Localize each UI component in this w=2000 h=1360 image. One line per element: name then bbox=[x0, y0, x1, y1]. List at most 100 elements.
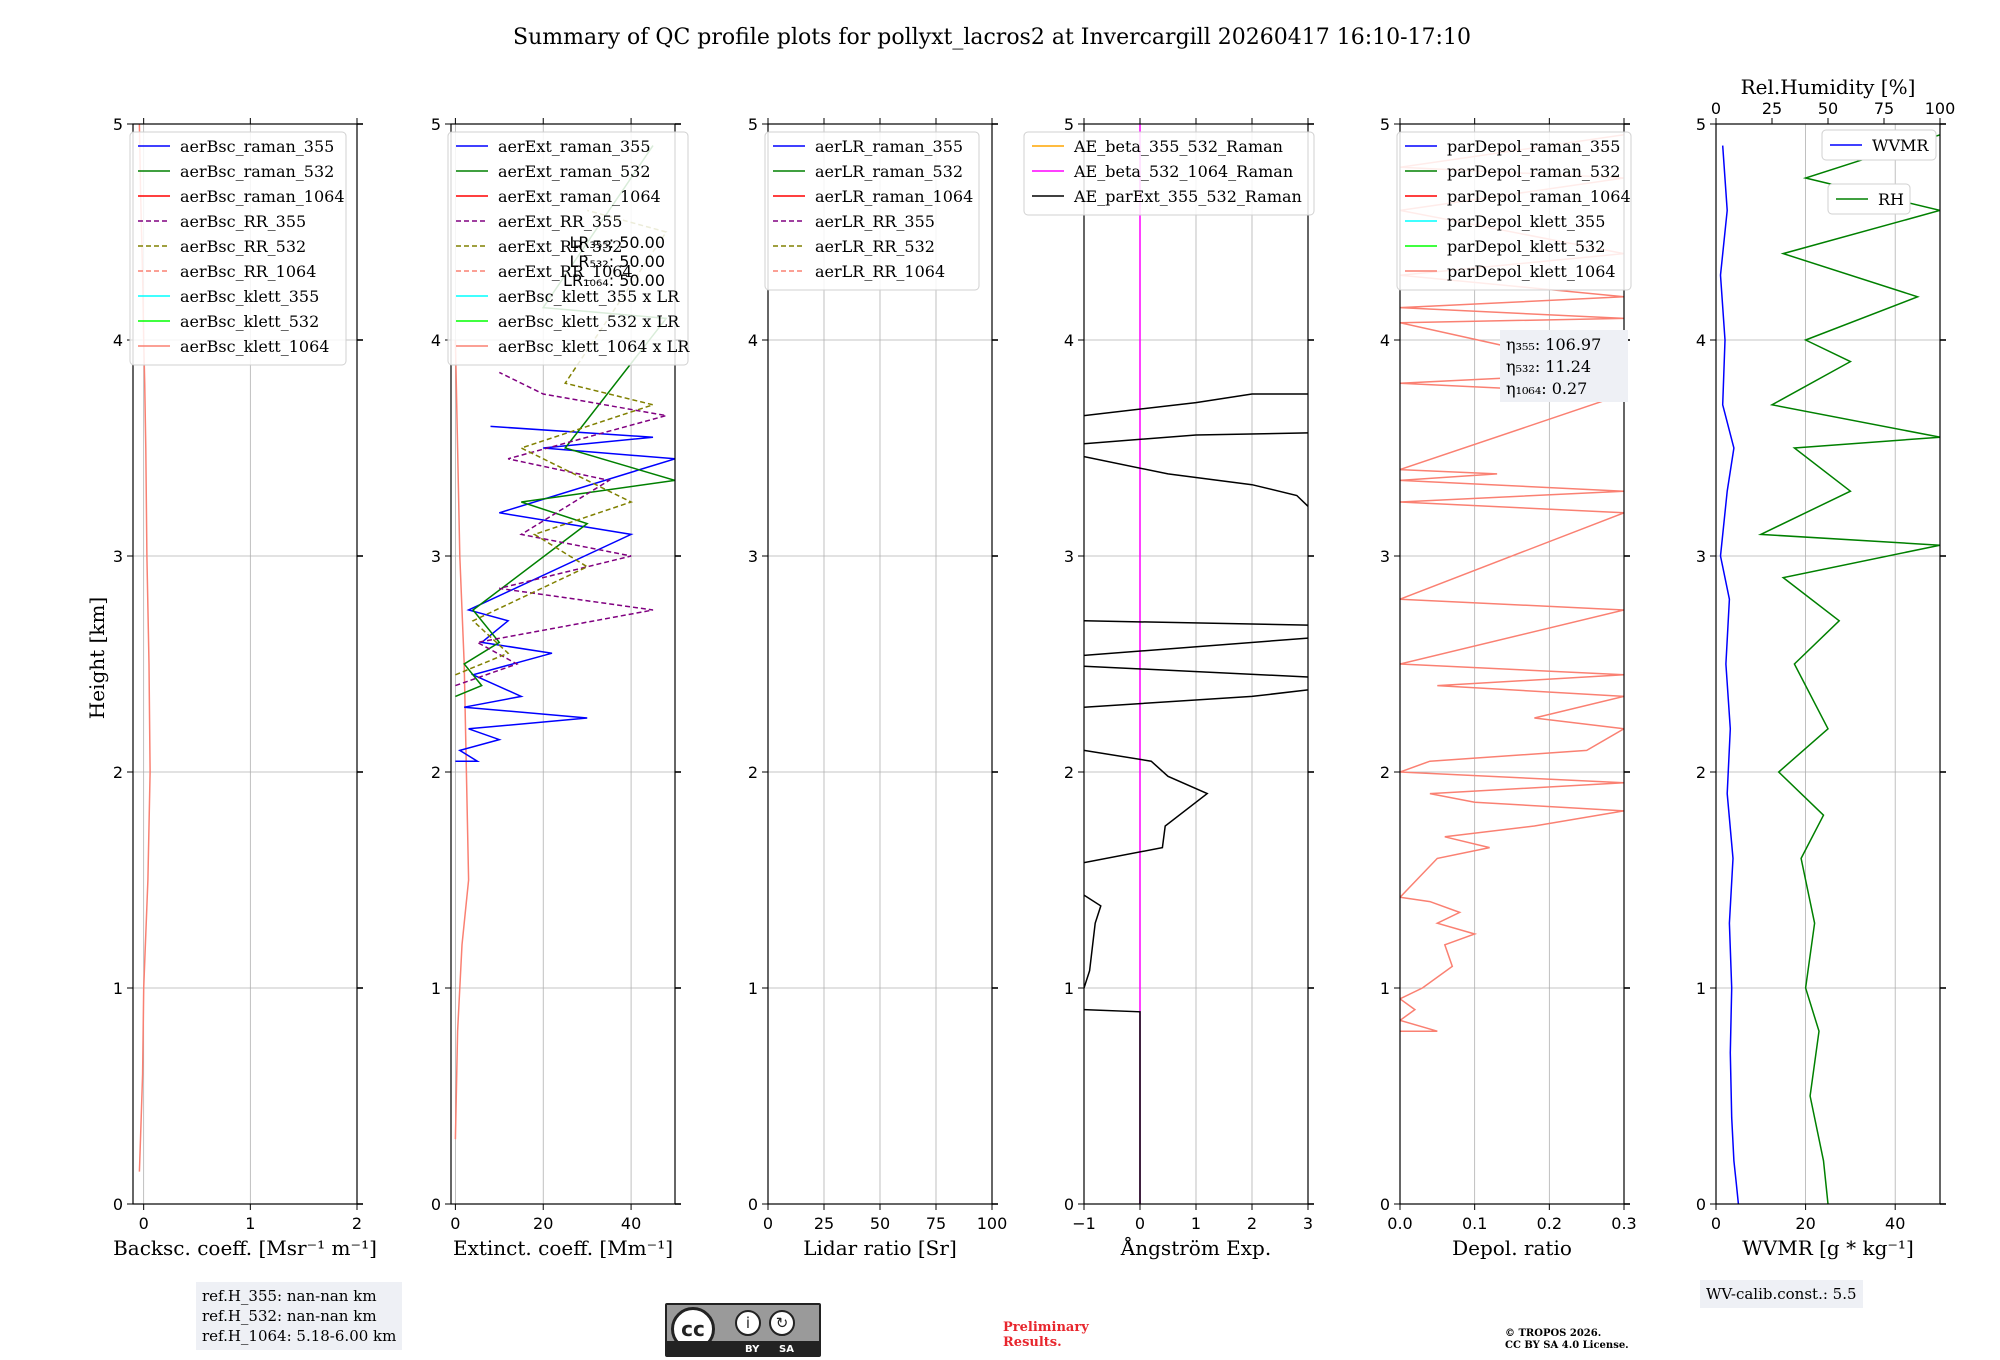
series-line bbox=[1719, 145, 1740, 1204]
preliminary-note: Preliminary Results. bbox=[1003, 1320, 1089, 1350]
series-line bbox=[1757, 134, 1940, 1204]
series-line bbox=[1084, 894, 1102, 989]
legend-wvmr: WVMR bbox=[1821, 129, 1937, 161]
x-tick-label: 25 bbox=[814, 1214, 834, 1233]
legend-entry: parDepol_klett_532 bbox=[1447, 237, 1605, 256]
legend-entry: aerBsc_RR_355 bbox=[180, 212, 306, 231]
wv-calibration-box: WV-calib.const.: 5.5 bbox=[1700, 1280, 1863, 1308]
y-tick-label: 1 bbox=[1696, 979, 1706, 998]
legend-entry: aerLR_raman_532 bbox=[815, 162, 963, 181]
legend-entry: aerExt_RR_1064 bbox=[498, 262, 633, 281]
legend-entry: aerBsc_raman_355 bbox=[180, 137, 334, 156]
y-tick-label: 1 bbox=[748, 979, 758, 998]
x-axis-label: WVMR [g * kg⁻¹] bbox=[1742, 1236, 1914, 1260]
eta-value: η₅₃₂: 11.24 bbox=[1506, 357, 1591, 376]
legend-entry: WVMR bbox=[1872, 136, 1929, 155]
figure-title: Summary of QC profile plots for pollyxt_… bbox=[513, 25, 1471, 50]
axes-frame bbox=[1715, 123, 1941, 1205]
axes-frame bbox=[1083, 123, 1309, 1205]
axes-frame bbox=[1399, 123, 1625, 1205]
y-tick-label: 5 bbox=[1696, 115, 1706, 134]
y-tick-label: 2 bbox=[431, 763, 441, 782]
eta-value: η₁₀₆₄: 0.27 bbox=[1506, 379, 1587, 398]
preliminary-line-1: Preliminary bbox=[1003, 1320, 1089, 1335]
eta-value: η₃₅₅: 106.97 bbox=[1506, 335, 1601, 354]
legend-entry: aerLR_raman_1064 bbox=[815, 187, 973, 206]
x-tick-label: 0 bbox=[1135, 1214, 1145, 1233]
series-line bbox=[1084, 749, 1209, 864]
x-tick-label: 1 bbox=[245, 1214, 255, 1233]
series-line bbox=[1084, 689, 1308, 708]
x-tick-label: 0.0 bbox=[1387, 1214, 1412, 1233]
legend-entry: aerExt_RR_355 bbox=[498, 212, 622, 231]
y-tick-label: 1 bbox=[431, 979, 441, 998]
top-x-tick-label: 75 bbox=[1874, 99, 1894, 118]
y-tick-label: 2 bbox=[748, 763, 758, 782]
preliminary-line-2: Results. bbox=[1003, 1335, 1062, 1350]
y-tick-label: 3 bbox=[431, 547, 441, 566]
series-line bbox=[1084, 455, 1308, 507]
legend-entry: aerBsc_klett_1064 x LR bbox=[498, 337, 690, 356]
x-tick-label: 0 bbox=[450, 1214, 460, 1233]
x-tick-label: −1 bbox=[1072, 1214, 1096, 1233]
series-line bbox=[1084, 1008, 1141, 1204]
legend-entry: aerLR_RR_355 bbox=[815, 212, 935, 231]
legend-entry: RH bbox=[1878, 190, 1904, 209]
wv-calib-text: WV-calib.const.: 5.5 bbox=[1706, 1285, 1857, 1303]
refh-532: ref.H_532: nan-nan km bbox=[202, 1307, 377, 1325]
eta-box bbox=[1500, 330, 1628, 402]
legend-entry: aerBsc_klett_532 bbox=[180, 312, 319, 331]
y-tick-label: 5 bbox=[748, 115, 758, 134]
y-tick-label: 4 bbox=[748, 331, 758, 350]
y-tick-label: 1 bbox=[113, 979, 123, 998]
legend-entry: AE_parExt_355_532_Raman bbox=[1073, 187, 1302, 206]
legend-entry: parDepol_raman_532 bbox=[1447, 162, 1620, 181]
x-tick-label: 100 bbox=[977, 1214, 1008, 1233]
y-tick-label: 0 bbox=[1064, 1195, 1074, 1214]
y-tick-label: 4 bbox=[1696, 331, 1706, 350]
x-tick-label: 0 bbox=[139, 1214, 149, 1233]
series-line bbox=[1084, 665, 1308, 678]
y-tick-label: 0 bbox=[748, 1195, 758, 1214]
legend-frame bbox=[129, 131, 347, 366]
copyright-line-2: CC BY SA 4.0 License. bbox=[1505, 1340, 1629, 1351]
legend-entry: aerExt_raman_355 bbox=[498, 137, 651, 156]
legend-entry: parDepol_klett_1064 bbox=[1447, 262, 1616, 281]
y-tick-label: 2 bbox=[1064, 763, 1074, 782]
y-tick-label: 2 bbox=[113, 763, 123, 782]
y-tick-label: 1 bbox=[1380, 979, 1390, 998]
legend-entry: parDepol_klett_355 bbox=[1447, 212, 1605, 231]
legend: aerBsc_raman_355 aerBsc_raman_532 aerBsc_r… bbox=[129, 131, 347, 366]
legend-entry: aerBsc_RR_1064 bbox=[180, 262, 316, 281]
series-line bbox=[455, 425, 675, 762]
series-line bbox=[1084, 393, 1308, 417]
x-tick-label: 2 bbox=[1247, 1214, 1257, 1233]
y-tick-label: 4 bbox=[113, 331, 123, 350]
x-tick-label: 0 bbox=[1711, 1214, 1721, 1233]
legend-frame bbox=[1023, 131, 1315, 216]
legend-entry: aerBsc_raman_1064 bbox=[180, 187, 345, 206]
top-x-tick-label: 25 bbox=[1762, 99, 1782, 118]
lr-annotation: LR₅₃₂: 50.00 bbox=[569, 252, 665, 271]
panel-water-vapor: 0 20 40 0 1 2 3 4 5 WVMR [g * kg⁻¹] 0 25 50 75 100 Rel.… bbox=[1696, 75, 1955, 1260]
reference-height-box: ref.H_355: nan-nan km ref.H_532: nan-nan… bbox=[196, 1282, 403, 1350]
y-tick-label: 5 bbox=[1064, 115, 1074, 134]
legend-frame bbox=[447, 131, 689, 366]
y-tick-label: 2 bbox=[1380, 763, 1390, 782]
lr-annotation: LR₃₅₅: 50.00 bbox=[569, 233, 665, 252]
cc-license-badge: cc i ↻ BY SA bbox=[665, 1303, 821, 1357]
series-line bbox=[455, 209, 668, 676]
axes-frame bbox=[767, 123, 993, 1205]
y-tick-label: 5 bbox=[1380, 115, 1390, 134]
legend: aerExt_raman_355 aerExt_raman_532 aerExt_r… bbox=[447, 131, 690, 366]
panel-lidar-ratio: 0 25 50 75 100 0 1 2 3 4 5 Lidar ratio [Sr] aerLR_ra… bbox=[748, 115, 1007, 1260]
by-person-icon: i bbox=[735, 1310, 761, 1336]
x-axis-label: Depol. ratio bbox=[1452, 1236, 1572, 1260]
x-tick-label: 0.3 bbox=[1611, 1214, 1636, 1233]
sa-share-icon: ↻ bbox=[769, 1310, 795, 1336]
panel-backscatter: 0 1 2 0 1 2 3 4 5 Backsc. coeff. [Msr⁻¹ m⁻¹] aerBs… bbox=[113, 115, 377, 1260]
y-tick-label: 2 bbox=[1696, 763, 1706, 782]
refh-1064: ref.H_1064: 5.18-6.00 km bbox=[202, 1327, 397, 1345]
